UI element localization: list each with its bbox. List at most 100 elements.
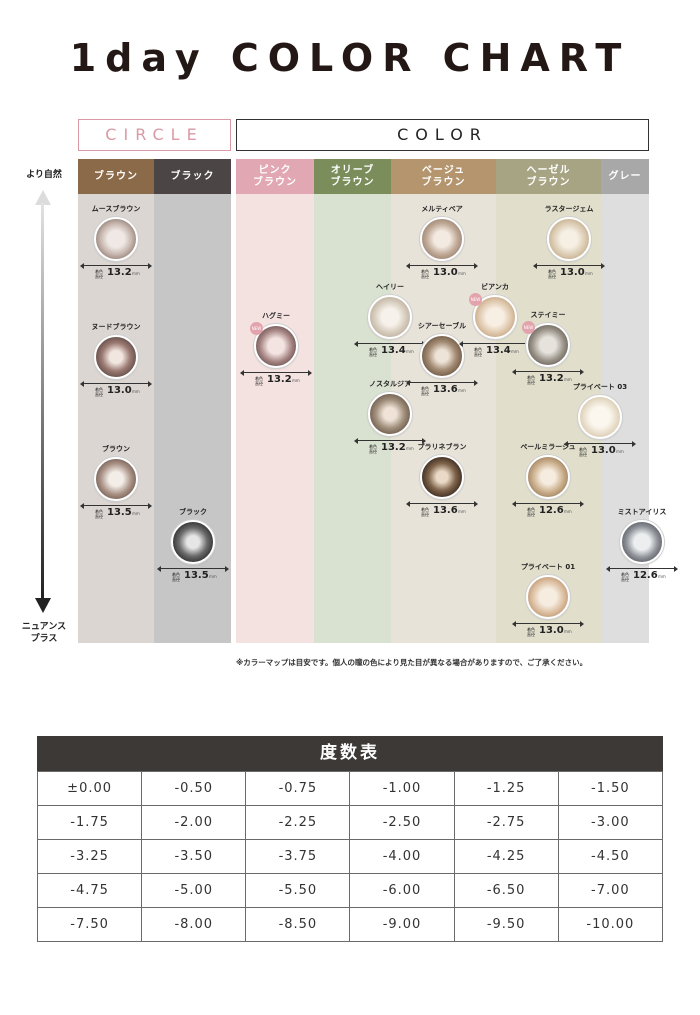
lens-item: シアーセーブル着色 直径 13.6 mm [392, 321, 492, 397]
power-table-title: 度数表 [37, 736, 663, 771]
diameter-label: 着色 直径 [621, 572, 629, 582]
power-value-cell: -7.00 [557, 873, 664, 908]
lens-photo [578, 395, 622, 439]
lens-item: メルティベア 着色 直径 13.0 mm [392, 204, 492, 280]
power-value-cell: -0.50 [141, 771, 247, 806]
lens-photo [420, 217, 464, 261]
lens-name: ムースブラウン [91, 205, 141, 213]
diameter-arrow-icon [406, 263, 478, 269]
diameter-value: 12.6 [633, 570, 658, 581]
diameter-indicator: 着色 直径 13.0 mm [564, 441, 636, 458]
lens-photo [547, 217, 591, 261]
power-value-cell: ±0.00 [36, 771, 143, 806]
new-badge: NEW [250, 322, 263, 335]
diameter-arrow-icon [606, 566, 678, 572]
diameter-unit: mm [458, 271, 466, 276]
diameter-value: 13.2 [107, 267, 132, 278]
diameter-indicator: 着色 直径 13.0 mm [80, 381, 152, 398]
diameter-indicator: 着色 直径 13.2 mm [240, 370, 312, 387]
diameter-label: 着色 直径 [579, 447, 587, 457]
lens-item: ペールミラージュ 着色 直径 12.6 mm [498, 442, 598, 518]
diameter-arrow-icon [512, 369, 584, 375]
diameter-unit: mm [564, 377, 572, 382]
table-row: -3.25 -3.50 -3.75 -4.00 -4.25 -4.50 [36, 839, 664, 874]
power-value-cell: -7.50 [36, 907, 143, 942]
diameter-unit: mm [292, 378, 300, 383]
diameter-unit: mm [406, 446, 414, 451]
lens-photo [420, 455, 464, 499]
lens-item: ヌードブラウン 着色 直径 13.0 mm [66, 322, 166, 398]
lens-name: シアーセーブル [417, 322, 467, 330]
lens-photo [526, 455, 570, 499]
table-row: ±0.00 -0.50 -0.75 -1.00 -1.25 -1.50 [36, 771, 664, 806]
diameter-unit: mm [564, 509, 572, 514]
diameter-label: 着色 直径 [527, 375, 535, 385]
diameter-label: 着色 直径 [421, 386, 429, 396]
lens-name: ノスタルジア [369, 380, 411, 388]
diameter-indicator: 着色 直径 13.5 mm [157, 566, 229, 583]
power-value-cell: -2.00 [141, 805, 247, 840]
diameter-unit: mm [658, 574, 666, 579]
diameter-indicator: 着色 直径 13.0 mm [533, 263, 605, 280]
lens-name: プライベート 03 [572, 383, 628, 391]
power-value-cell: -6.00 [349, 873, 455, 908]
diameter-indicator: 着色 直径 12.6 mm [606, 566, 678, 583]
lens-item: ブラウン 着色 直径 13.5 mm [66, 444, 166, 520]
lens-photo [368, 295, 412, 339]
diameter-value: 13.0 [539, 625, 564, 636]
diameter-label: 着色 直径 [95, 387, 103, 397]
diameter-label: 着色 直径 [527, 627, 535, 637]
power-value-cell: -4.50 [557, 839, 664, 874]
diameter-indicator: 着色 直径 13.6 mm [406, 501, 478, 518]
lens-name: ビアンカ [481, 283, 509, 291]
diameter-value: 13.2 [381, 442, 406, 453]
diameter-label: 着色 直径 [421, 507, 429, 517]
diameter-value: 12.6 [539, 505, 564, 516]
power-value-cell: -4.75 [36, 873, 143, 908]
diameter-arrow-icon [564, 441, 636, 447]
lens-photo [620, 520, 664, 564]
lens-name: プラリネブラン [417, 443, 467, 451]
diameter-value: 13.6 [433, 384, 458, 395]
power-table: ±0.00 -0.50 -0.75 -1.00 -1.25 -1.50 -1.75 -2.00… [36, 771, 664, 942]
diameter-unit: mm [458, 388, 466, 393]
diameter-arrow-icon [240, 370, 312, 376]
diameter-arrow-icon [533, 263, 605, 269]
diameter-arrow-icon [80, 503, 152, 509]
lens-photo [526, 575, 570, 619]
column-header-beige-brown: ベージュ ブラウン [391, 159, 496, 194]
diameter-unit: mm [564, 629, 572, 634]
diameter-value: 13.0 [433, 267, 458, 278]
diameter-value: 13.0 [107, 385, 132, 396]
lens-photo [94, 457, 138, 501]
lens-item: プライベート 01 着色 直径 13.0 mm [498, 562, 598, 638]
column-header-pink-brown: ピンク ブラウン [236, 159, 314, 194]
diameter-arrow-icon [512, 501, 584, 507]
new-badge: NEW [469, 293, 482, 306]
table-row: -7.50 -8.00 -8.50 -9.00 -9.50 -10.00 [36, 907, 664, 942]
diameter-label: 着色 直径 [255, 376, 263, 386]
power-value-cell: -1.50 [557, 771, 664, 806]
power-value-cell: -9.00 [349, 907, 455, 942]
diameter-unit: mm [132, 271, 140, 276]
diameter-value: 13.0 [591, 445, 616, 456]
lens-item: ブラック 着色 直径 13.5 mm [143, 507, 243, 583]
diameter-unit: mm [209, 574, 217, 579]
column-bg-brown [78, 194, 154, 643]
power-value-cell: -8.00 [141, 907, 247, 942]
power-value-cell: -3.75 [245, 839, 351, 874]
table-row: -1.75 -2.00 -2.25 -2.50 -2.75 -3.00 [36, 805, 664, 840]
power-value-cell: -6.50 [453, 873, 559, 908]
column-header-hazel-brown: ヘーゼル ブラウン [496, 159, 601, 194]
diameter-indicator: 着色 直径 13.0 mm [406, 263, 478, 280]
diameter-arrow-icon [406, 380, 478, 386]
power-value-cell: -3.50 [141, 839, 247, 874]
table-row: -4.75 -5.00 -5.50 -6.00 -6.50 -7.00 [36, 873, 664, 908]
diameter-unit: mm [132, 389, 140, 394]
power-value-cell: -9.50 [453, 907, 559, 942]
diameter-indicator: 着色 直径 13.2 mm [512, 369, 584, 386]
power-value-cell: -4.25 [453, 839, 559, 874]
lens-item: ハグミー 着色 直径 13.2 mm [226, 311, 326, 387]
axis-gradient-line [41, 203, 44, 598]
diameter-arrow-icon [80, 381, 152, 387]
